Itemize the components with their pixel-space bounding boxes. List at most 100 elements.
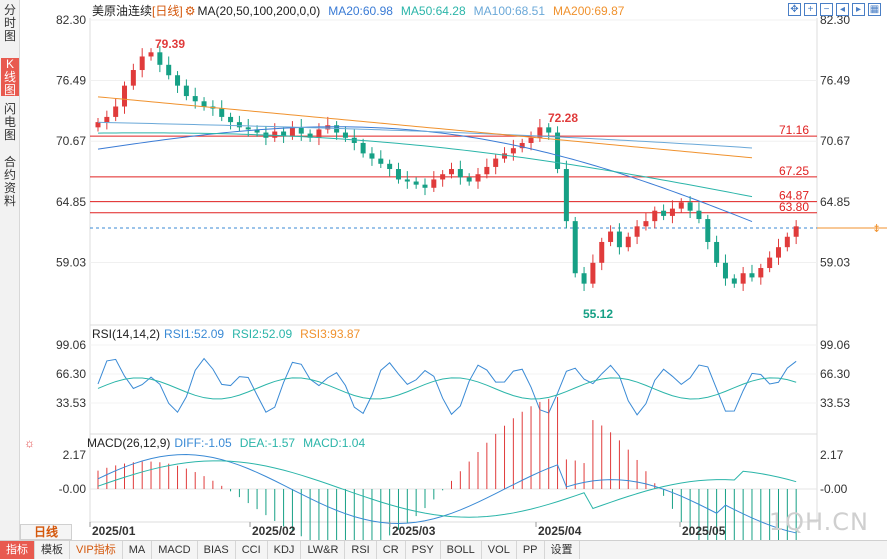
macd-legend: ☼ MACD(26,12,9) DIFF:-1.05 DEA:-1.57 MACD:1.…	[20, 436, 373, 452]
price-axis-label-left: 76.49	[56, 74, 86, 88]
rsi-axis-label-left: 33.53	[56, 396, 86, 410]
left-sidebar: 分时图 K线图 闪电图 合约资料	[0, 0, 20, 540]
candle-body	[342, 132, 348, 138]
candle-body	[475, 174, 481, 182]
tab-boll[interactable]: BOLL	[441, 541, 482, 559]
expand-icon[interactable]: ✥	[788, 3, 801, 16]
candle-body	[678, 202, 684, 209]
macd-axis-label-right: 2.17	[820, 448, 844, 462]
candle-body	[608, 231, 614, 242]
chart-canvas[interactable]: 82.30 82.30 76.49 76.49 70.67 70.67 64.85 64.85…	[20, 0, 887, 540]
candle-body	[740, 273, 746, 284]
candle-body	[767, 257, 773, 269]
candle-body	[590, 262, 596, 284]
move-right-icon[interactable]: ▸	[852, 3, 865, 16]
diff-value: DIFF:-1.05	[174, 436, 232, 450]
candle-body	[484, 166, 490, 175]
candle-body	[228, 116, 234, 123]
macd-value: MACD:1.04	[303, 436, 366, 450]
watermark: 1QH.CN	[768, 508, 869, 536]
candle-body	[360, 142, 366, 154]
tab-ma[interactable]: MA	[123, 541, 153, 559]
ma100-value: MA100:68.51	[473, 4, 546, 18]
price-axis-label-left: 59.03	[56, 256, 86, 270]
tab-macd[interactable]: MACD	[152, 541, 198, 559]
tab-contract-info[interactable]: 合约资料	[3, 155, 16, 208]
candle-body	[113, 106, 119, 117]
tab-lwr[interactable]: LW&R	[301, 541, 346, 559]
tab-indicators[interactable]: 指标	[0, 541, 35, 559]
candle-body	[705, 219, 711, 242]
zoom-in-icon[interactable]: +	[804, 3, 817, 16]
candle-body	[687, 202, 693, 211]
tab-rsi[interactable]: RSI	[345, 541, 377, 559]
candle-body	[236, 122, 242, 128]
candle-body	[652, 210, 658, 222]
dea-value: DEA:-1.57	[239, 436, 296, 450]
tab-kdj[interactable]: KDJ	[268, 541, 302, 559]
candle-body	[422, 184, 428, 188]
ma100-line	[97, 121, 753, 149]
candle-body	[466, 177, 472, 182]
date-axis-label: 2025/04	[538, 524, 582, 538]
candle-body	[758, 268, 764, 278]
rsi-axis-label-right: 33.53	[820, 396, 850, 410]
tab-kline[interactable]: K线图	[1, 58, 19, 97]
candle-body	[201, 101, 207, 107]
candle-body	[457, 169, 463, 178]
macd-axis-label-left: 2.17	[63, 448, 87, 462]
rsi1-line	[97, 357, 797, 416]
rsi3-line	[97, 377, 797, 400]
zoom-out-icon[interactable]: −	[820, 3, 833, 16]
ma200-value: MA200:69.87	[553, 4, 625, 18]
chart-area[interactable]: 82.30 82.30 76.49 76.49 70.67 70.67 64.85 64.85…	[20, 0, 887, 540]
tab-pp[interactable]: PP	[517, 541, 545, 559]
candle-body	[449, 169, 454, 175]
settings-gear-icon[interactable]: ⚙	[184, 4, 196, 18]
candle-body	[325, 125, 331, 130]
tab-time-sharing[interactable]: 分时图	[3, 3, 16, 43]
candle-body	[563, 169, 569, 222]
fit-icon[interactable]: ▦	[868, 3, 881, 16]
tab-cci[interactable]: CCI	[236, 541, 268, 559]
tab-templates[interactable]: 模板	[35, 541, 70, 559]
price-axis-label-right: 59.03	[820, 256, 850, 270]
rsi-axis-label-left: 99.06	[56, 338, 86, 352]
price-axis-label-left: 64.85	[56, 195, 86, 209]
low-annotation: 55.12	[583, 307, 613, 321]
tab-bias[interactable]: BIAS	[198, 541, 236, 559]
candle-body	[369, 153, 375, 159]
period-selector[interactable]: 日线	[20, 524, 72, 540]
indicator-tab-bar: 指标 模板 VIP指标 MA MACD BIAS CCI KDJ LW&R RS…	[0, 540, 887, 559]
candle-body	[749, 273, 755, 278]
candle-body	[581, 273, 587, 284]
tab-settings[interactable]: 设置	[545, 541, 580, 559]
candle-body	[148, 52, 154, 57]
move-left-icon[interactable]: ◂	[836, 3, 849, 16]
candle-body	[192, 96, 198, 102]
candle-body	[440, 174, 446, 180]
tab-vol[interactable]: VOL	[482, 541, 517, 559]
macd-axis-label-left: -0.00	[59, 482, 87, 496]
candle-body	[157, 52, 163, 65]
level-label: 63.80	[779, 200, 809, 214]
candle-body	[731, 278, 737, 284]
candle-body	[599, 241, 605, 263]
tab-psy[interactable]: PSY	[406, 541, 441, 559]
macd-axis-label-right: -0.00	[820, 482, 848, 496]
rsi3-value: RSI3:93.87	[300, 327, 361, 341]
candle-body	[643, 221, 649, 227]
level-label: 67.25	[779, 164, 809, 178]
candle-body	[431, 179, 437, 188]
candle-body	[183, 85, 189, 97]
tab-cr[interactable]: CR	[377, 541, 406, 559]
candle-body	[625, 236, 631, 248]
candle-body	[493, 158, 499, 167]
main-legend: 美原油连续[日线] ⚙ MA(20,50,100,200,0,0) MA20:60.9…	[92, 2, 632, 18]
price-axis-label-left: 70.67	[56, 134, 86, 148]
macd-sun-icon[interactable]: ☼	[24, 436, 35, 450]
price-axis-label-left: 82.30	[56, 13, 86, 27]
tab-vip-indicators[interactable]: VIP指标	[70, 541, 123, 559]
tab-lightning[interactable]: 闪电图	[3, 102, 16, 142]
candle-body	[245, 127, 251, 130]
